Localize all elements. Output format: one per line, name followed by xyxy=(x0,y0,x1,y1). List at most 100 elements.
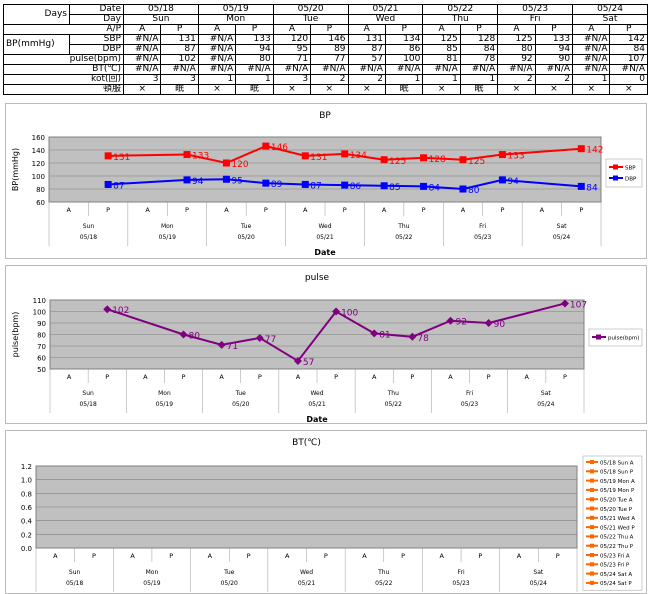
y-tick-label: 0.6 xyxy=(21,504,33,512)
x-tick-label-ap: A xyxy=(525,373,530,381)
bt-cell: #N/A xyxy=(347,64,386,75)
x-tick-label-ap: P xyxy=(182,373,186,381)
kot-cell: 3 xyxy=(122,74,162,85)
y-tick-label: 0.4 xyxy=(21,518,33,526)
pulse-chart-svg: pulse 50 60 70 80 90 100 110 pulse(bpm) A P A P A P A P A… xyxy=(11,273,643,423)
data-point xyxy=(104,152,112,160)
legend-label: 05/20 Tue P xyxy=(600,507,633,513)
dbp-cell: 80 xyxy=(497,44,536,55)
kot-cell: 1 xyxy=(459,74,499,85)
data-label: 95 xyxy=(231,176,242,186)
pulse-header: pulse(bpm) xyxy=(3,54,124,65)
data-point xyxy=(459,156,467,164)
kot-header: kot(回) xyxy=(3,74,124,85)
data-point xyxy=(380,156,388,164)
pulse-cell: 57 xyxy=(347,54,386,65)
sbp-cell: 131 xyxy=(160,34,199,45)
dbp-cell: 85 xyxy=(422,44,461,55)
ap-cell: P xyxy=(310,24,349,35)
y-tick-label: 0.8 xyxy=(21,490,32,498)
legend-marker xyxy=(590,543,594,548)
x-tick-label-day: Mon xyxy=(158,390,171,397)
ap-cell: A xyxy=(497,24,536,35)
sbp-cell: 134 xyxy=(384,34,424,45)
bt-header: BT(℃) xyxy=(3,64,124,75)
legend-label: 05/21 Wed P xyxy=(600,525,635,531)
chart-title: pulse xyxy=(305,273,330,283)
x-tick-label-ap: A xyxy=(448,373,453,381)
pulse-cell: #N/A xyxy=(197,54,237,65)
x-tick-label-date: 05/22 xyxy=(385,401,402,408)
date-cell: 05/23 xyxy=(497,4,574,15)
x-tick-label-date: 05/23 xyxy=(452,580,469,587)
y-tick-label: 160 xyxy=(32,134,45,142)
x-tick-label-ap: A xyxy=(362,552,367,560)
data-point xyxy=(370,329,379,338)
data-point xyxy=(380,182,388,190)
ap-cell: P xyxy=(160,24,199,35)
legend-marker xyxy=(590,469,594,474)
data-label: 92 xyxy=(456,318,467,328)
med-cell: × xyxy=(609,84,648,95)
sbp-header: SBP xyxy=(69,34,124,45)
sbp-cell: 142 xyxy=(609,34,648,45)
kot-cell: 3 xyxy=(160,74,199,85)
dbp-cell: 94 xyxy=(235,44,274,55)
sbp-cell: 120 xyxy=(272,34,312,45)
x-tick-label-date: 05/24 xyxy=(530,580,547,587)
data-label: 142 xyxy=(586,146,603,156)
chart-title: BP xyxy=(319,111,331,121)
x-tick-label-ap: A xyxy=(53,552,58,560)
x-tick-label-day: Sun xyxy=(83,223,95,230)
sbp-cell: 128 xyxy=(459,34,499,45)
x-tick-label-ap: P xyxy=(106,206,110,214)
y-tick-label: 140 xyxy=(32,147,45,155)
data-label: 80 xyxy=(189,332,201,342)
bp-chart: BP 60 80 100 120 140 160 BP(mmHg) A P A P A P A P A P A P A P… xyxy=(5,103,647,259)
dbp-cell: #N/A xyxy=(572,44,611,55)
x-tick-label-ap: A xyxy=(382,206,387,214)
dbp-cell: 84 xyxy=(459,44,499,55)
x-tick-label-date: 05/20 xyxy=(221,580,238,587)
data-label: 77 xyxy=(265,335,276,345)
data-point xyxy=(332,307,341,316)
x-tick-label-ap: A xyxy=(296,373,301,381)
bt-chart: BT(℃) 0.0 0.2 0.4 0.6 0.8 1.0 1.2 A P A P A P A P A P A P A P… xyxy=(5,430,647,594)
pulse-cell: #N/A xyxy=(572,54,611,65)
data-label: 84 xyxy=(429,183,441,193)
pulse-cell: 100 xyxy=(384,54,424,65)
data-point xyxy=(408,332,417,341)
x-tick-label-ap: P xyxy=(487,373,491,381)
x-tick-label-ap: A xyxy=(285,552,290,560)
data-point xyxy=(262,142,270,150)
kot-cell: 3 xyxy=(272,74,312,85)
ap-cell: P xyxy=(609,24,648,35)
sbp-cell: 125 xyxy=(422,34,461,45)
y-tick-label: 110 xyxy=(33,297,46,305)
sbp-cell: 131 xyxy=(347,34,386,45)
legend-marker xyxy=(590,460,594,464)
legend-label: 05/24 Sat A xyxy=(600,572,632,578)
x-tick-label-date: 05/21 xyxy=(308,401,325,408)
sbp-cell: 133 xyxy=(534,34,574,45)
data-label: 85 xyxy=(389,183,400,193)
bt-cell: #N/A xyxy=(534,64,574,75)
bt-cell: #N/A xyxy=(197,64,237,75)
legend-marker xyxy=(590,497,594,502)
y-tick-label: 60 xyxy=(37,355,46,363)
x-tick-label-date: 05/20 xyxy=(237,234,254,241)
day-cell: Thu xyxy=(422,14,499,25)
legend-label: 05/22 Thu A xyxy=(600,535,634,541)
kot-cell: 1 xyxy=(384,74,424,85)
date-cell: 05/24 xyxy=(572,4,648,15)
x-tick-label-day: Wed xyxy=(318,223,331,230)
data-label: 134 xyxy=(350,151,367,161)
bt-cell: #N/A xyxy=(272,64,312,75)
data-point xyxy=(217,340,226,349)
x-tick-label-day: Sat xyxy=(541,390,551,397)
x-tick-label-ap: A xyxy=(224,206,229,214)
dbp-cell: 86 xyxy=(384,44,424,55)
x-tick-label-ap: P xyxy=(169,552,173,560)
x-tick-label-day: Fri xyxy=(466,390,473,397)
x-tick-label-ap: A xyxy=(67,373,72,381)
